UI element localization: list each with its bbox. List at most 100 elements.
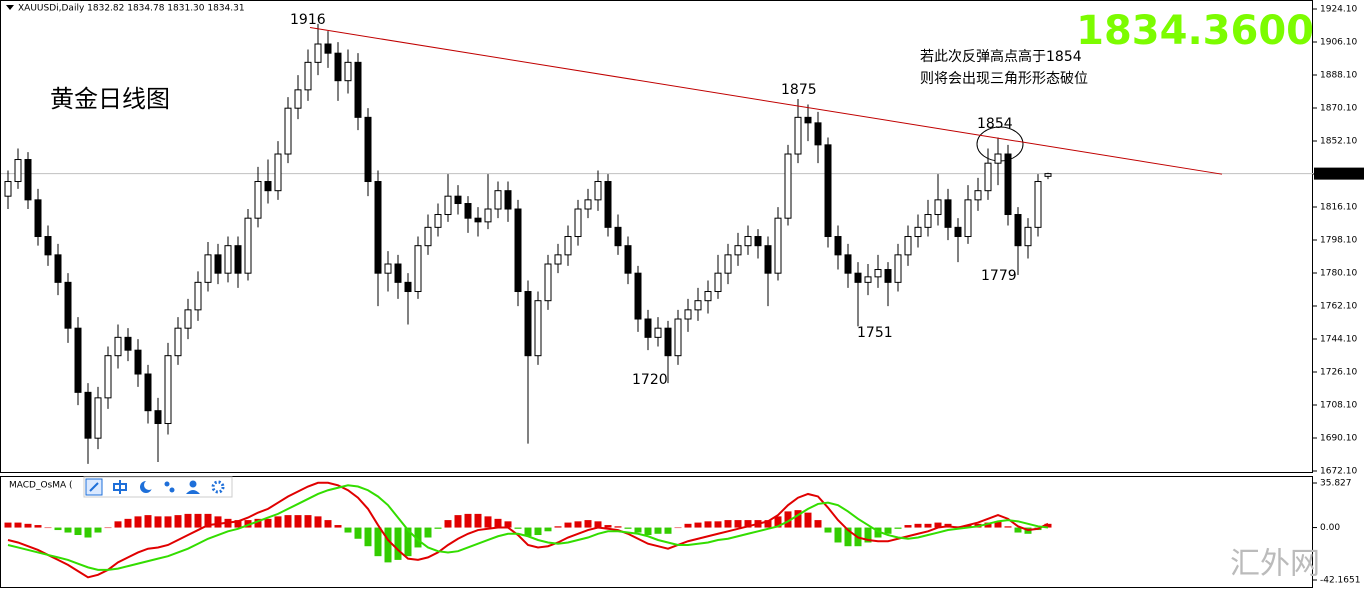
histogram-bar [254, 518, 262, 528]
histogram-bar [304, 515, 312, 528]
y-tick-label: 0.00 [1320, 523, 1340, 533]
histogram-bar [64, 527, 72, 533]
histogram-bar [394, 527, 402, 560]
candle-body [344, 61, 352, 82]
histogram-bar [814, 520, 822, 528]
histogram-bar [54, 527, 62, 531]
histogram-bar [774, 516, 782, 528]
candle-body [424, 226, 432, 247]
histogram-bar [684, 523, 692, 528]
annotation: 若此次反弹高点高于1854 [920, 48, 1082, 65]
histogram-bar [524, 527, 532, 537]
histogram-bar [74, 527, 82, 536]
histogram-bar [314, 516, 322, 528]
histogram-bar [594, 521, 602, 528]
histogram-bar [534, 527, 542, 536]
histogram-bar [694, 522, 702, 528]
histogram-bar [564, 522, 572, 528]
annotation: 则将会出现三角形形态破位 [920, 71, 1088, 87]
histogram-bar [14, 522, 22, 528]
y-tick-label: 1888.10 [1320, 71, 1357, 81]
candle-body [984, 162, 992, 192]
histogram-bar [204, 513, 212, 528]
histogram-bar [674, 527, 682, 529]
tool-user-body [186, 490, 200, 494]
histogram-bar [614, 526, 622, 528]
histogram-bar [544, 527, 552, 532]
tool-user[interactable] [189, 480, 197, 488]
candle-body [34, 199, 42, 238]
candle-body [684, 309, 692, 320]
histogram-bar [704, 521, 712, 528]
candle-body [754, 236, 762, 247]
toolbar-bg [83, 476, 233, 498]
histogram-bar [24, 523, 32, 528]
trend-line [309, 27, 1223, 175]
candle-body [454, 195, 462, 205]
candle-body [534, 300, 542, 357]
tool-input-icon [113, 480, 127, 494]
candle-body [14, 159, 22, 183]
histogram-bar [134, 516, 142, 528]
candle-body [404, 281, 412, 293]
histogram-bar [364, 527, 372, 547]
histogram-bar [844, 527, 852, 547]
candle-body [354, 61, 362, 118]
candle-body [114, 336, 122, 357]
histogram-bar [174, 515, 182, 528]
candle-body [974, 190, 982, 201]
candle-body [744, 236, 752, 247]
y-tick-label: 1870.10 [1320, 104, 1357, 114]
candle-body [884, 269, 892, 283]
histogram-bar [864, 527, 872, 543]
histogram-bar [984, 522, 992, 528]
histogram-bar [924, 523, 932, 528]
candles [4, 23, 1052, 464]
histogram-bar [164, 516, 172, 528]
candle-body [764, 245, 772, 274]
candle-body [594, 181, 602, 201]
histogram-bar [824, 527, 832, 533]
histogram-bar [274, 516, 282, 528]
candle-body [274, 153, 282, 192]
candle-body [934, 199, 942, 216]
histogram-bar [384, 527, 392, 563]
histogram-bar [654, 527, 662, 534]
candle-body [904, 236, 912, 256]
tool-settings[interactable] [211, 480, 225, 494]
candle-body [544, 263, 552, 302]
y-tick-label: 35.827 [1320, 479, 1352, 489]
candle-body [84, 391, 92, 439]
tool-dots[interactable] [164, 481, 170, 487]
histogram-bar [794, 510, 802, 528]
histogram-bar [994, 521, 1002, 528]
histogram-bar [514, 527, 522, 529]
candle-body [674, 318, 682, 357]
candle-body [664, 327, 672, 357]
histogram-bar [244, 520, 252, 528]
annotation: 1751 [857, 325, 893, 341]
macd-line [7, 481, 1049, 579]
candle-body [614, 226, 622, 247]
histogram-bar [104, 527, 112, 529]
candle-body [914, 226, 922, 238]
histogram-bar [904, 525, 912, 528]
candle-body [1014, 214, 1022, 247]
candle-body [224, 245, 232, 274]
y-tick-label: 1798.10 [1320, 236, 1357, 246]
watermark: 汇外网 [1230, 547, 1320, 582]
y-tick-label: 1852.10 [1320, 137, 1357, 147]
tool-cursor-icon [89, 482, 99, 492]
histogram-bar [554, 526, 562, 528]
histogram-bar [1014, 527, 1022, 533]
candle-body [644, 318, 652, 338]
candle-body [444, 195, 452, 216]
big-price: 1834.3600 [1076, 8, 1314, 54]
candle-body [1004, 153, 1012, 216]
histogram-bar [444, 520, 452, 528]
candle-body [574, 208, 582, 238]
histogram-bar [214, 516, 222, 528]
candle-body [214, 254, 222, 274]
histogram-bar [414, 527, 422, 548]
